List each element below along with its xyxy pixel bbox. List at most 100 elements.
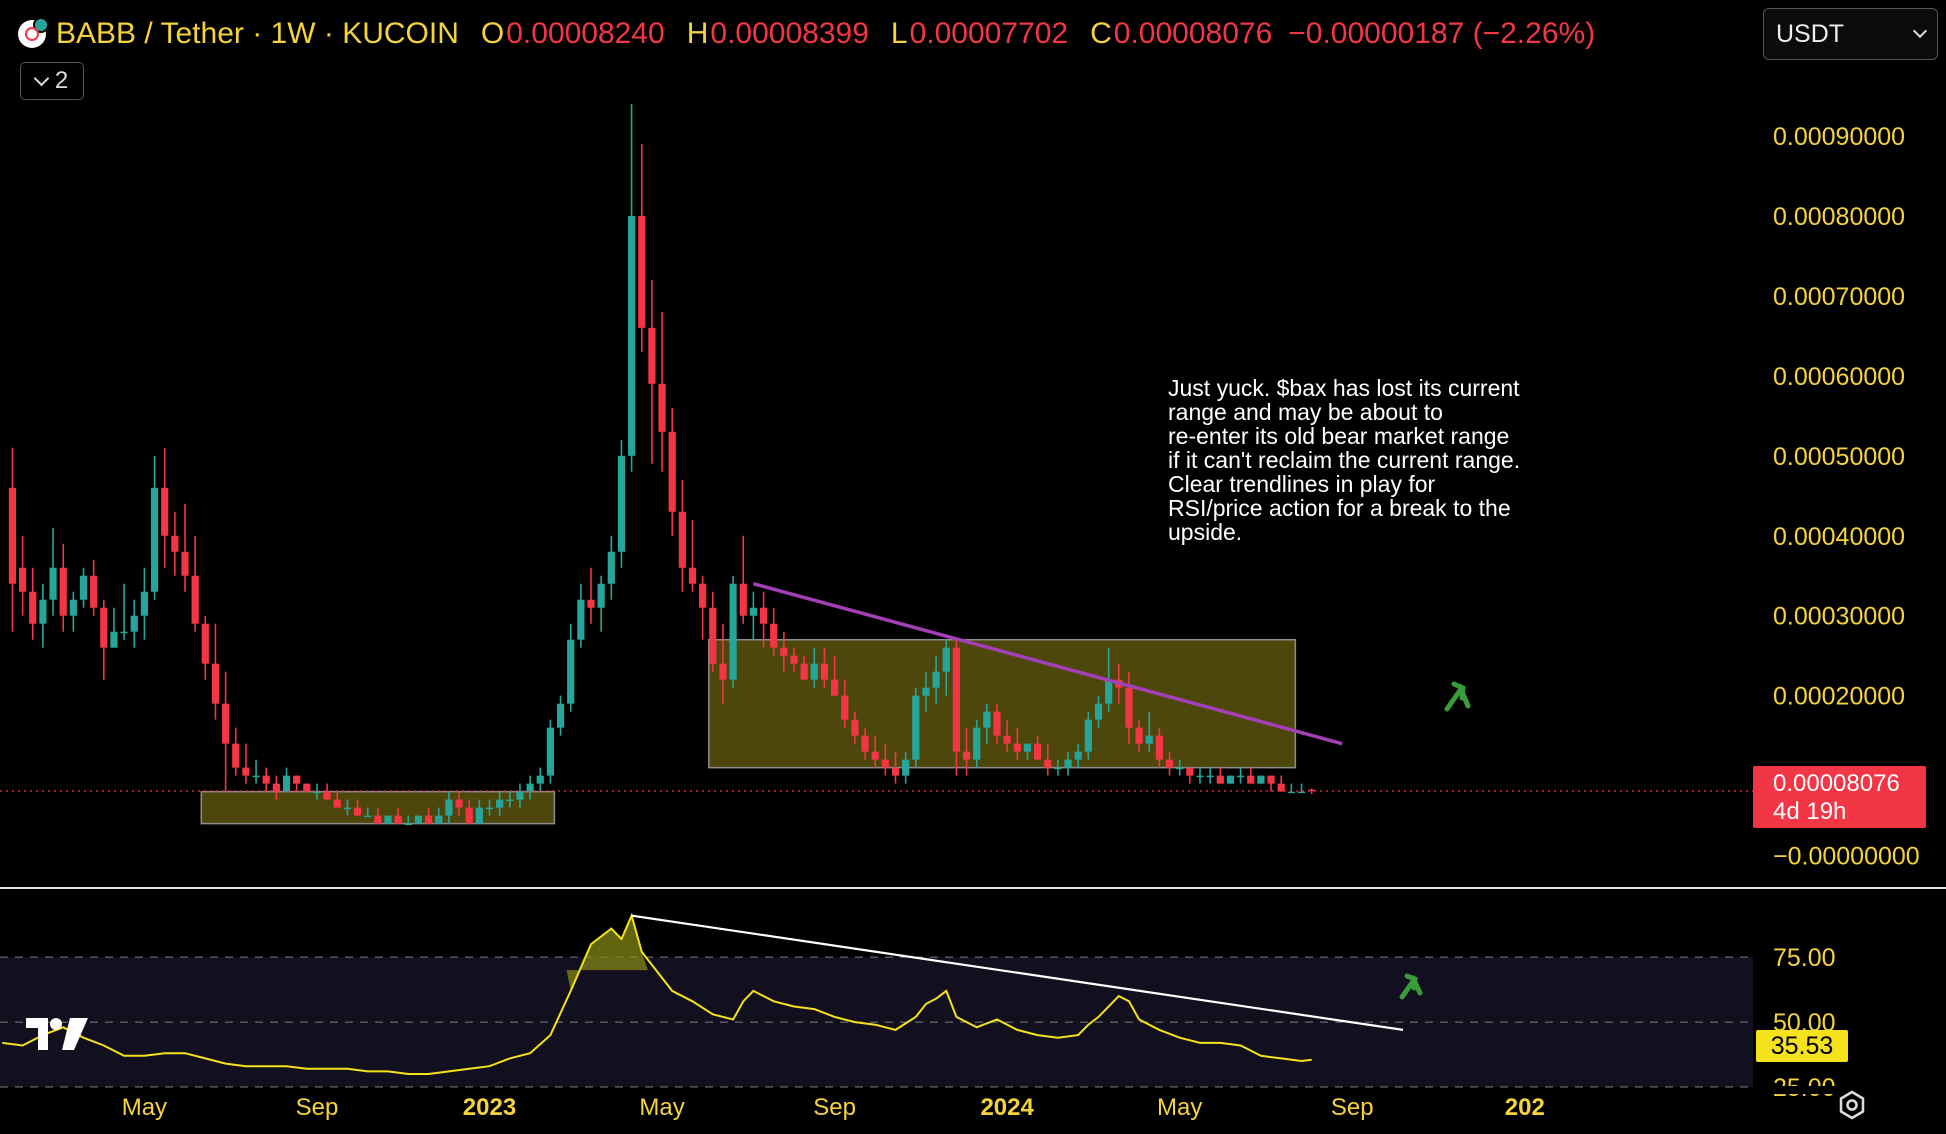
candle (343, 799, 351, 816)
candle-body (333, 799, 341, 808)
legend-header: BABB / Tether · 1W · KUCOIN O 0.00008240 … (18, 12, 1595, 56)
candle (1267, 775, 1275, 792)
low-value: 0.00007702 (909, 17, 1069, 50)
close-label: C (1090, 17, 1112, 50)
candle (820, 647, 829, 688)
babb-logo-icon (18, 17, 49, 48)
candle-body (1084, 719, 1092, 752)
annotation-text[interactable]: Just yuck. $bax has lost its current ran… (1168, 375, 1521, 545)
candle (790, 647, 798, 672)
candle (617, 439, 626, 568)
candle-body (993, 711, 1001, 736)
candle (587, 567, 595, 624)
candle-body (414, 815, 423, 824)
candle-body (1206, 775, 1214, 778)
candle (881, 743, 889, 776)
chevron-down-icon (33, 70, 50, 86)
candle-body (130, 615, 138, 632)
candle (414, 815, 423, 824)
close-value: 0.00008076 (1113, 17, 1273, 50)
open-value: 0.00008240 (506, 17, 665, 50)
candle (1034, 735, 1042, 760)
candle-body (1125, 687, 1133, 728)
change-value: −0.00000187 (−2.26%) (1288, 17, 1596, 50)
candle (353, 799, 362, 816)
candle-body (262, 775, 270, 784)
candle (8, 447, 17, 632)
candle (242, 743, 250, 784)
candle (79, 567, 88, 608)
candle-body (191, 575, 199, 624)
candle (851, 711, 859, 744)
candle (59, 543, 67, 632)
candle-body (465, 807, 473, 824)
candle (130, 599, 138, 648)
candle (90, 559, 98, 616)
time-tick-label: May (1157, 1094, 1202, 1121)
candle-body (780, 647, 788, 656)
candle-body (69, 599, 77, 616)
candle-body (526, 783, 534, 792)
candle (1074, 743, 1082, 768)
candle-body (150, 487, 159, 592)
candle-body (496, 799, 504, 808)
rsi-value-marker: 35.53 (1756, 1030, 1848, 1062)
candle-body (1297, 791, 1306, 794)
candle (465, 799, 473, 824)
candle (871, 735, 879, 768)
candle (150, 455, 159, 600)
tradingview-logo-icon[interactable] (26, 1018, 88, 1050)
indicators-toggle-button[interactable]: 2 (20, 62, 84, 100)
candle (19, 535, 27, 616)
candle (181, 503, 189, 592)
candle-body (49, 567, 57, 600)
candle-body (1145, 735, 1153, 744)
candle (831, 655, 839, 696)
candle (1165, 751, 1174, 776)
candle (232, 727, 240, 776)
currency-select[interactable]: USDT (1763, 8, 1938, 60)
candle-body (912, 695, 920, 760)
candle-body (658, 383, 666, 432)
candle-body (181, 551, 189, 576)
rsi-line[interactable] (2, 912, 1312, 1075)
candle (1054, 759, 1062, 776)
candle (841, 679, 849, 728)
candle-body (688, 567, 697, 584)
rsi-trendline[interactable] (631, 914, 1404, 1031)
candle (1135, 719, 1143, 752)
candle-body (171, 535, 179, 552)
candle (29, 567, 37, 640)
candle (313, 783, 321, 800)
candle (1206, 767, 1214, 784)
rsi-up-arrow-icon (1399, 973, 1423, 1000)
candle (394, 807, 402, 824)
candle (425, 807, 433, 824)
candle-body (1054, 767, 1062, 770)
rsi-overbought-fill (566, 915, 648, 991)
candle (1297, 783, 1306, 794)
candle-body (364, 815, 372, 818)
candle-body (384, 815, 392, 824)
candle (952, 639, 960, 776)
price-trendline[interactable] (752, 582, 1343, 746)
candle-body (394, 815, 402, 824)
candle-body (252, 775, 260, 778)
candle (201, 615, 209, 680)
last-price-value: 0.00008076 (1773, 770, 1900, 797)
candle-body (201, 623, 209, 664)
candle-body (607, 551, 615, 584)
candle-body (881, 759, 889, 768)
candle-body (1257, 775, 1265, 784)
candle (658, 311, 666, 472)
candle (485, 799, 494, 816)
axis-mask (1760, 1086, 1946, 1094)
symbol-title[interactable]: BABB / Tether · 1W · KUCOIN (56, 17, 459, 50)
settings-gear-icon[interactable] (1837, 1090, 1867, 1120)
candle-body (343, 807, 351, 810)
candle-body (435, 815, 443, 824)
candle (323, 783, 331, 800)
candle-body (374, 815, 382, 824)
